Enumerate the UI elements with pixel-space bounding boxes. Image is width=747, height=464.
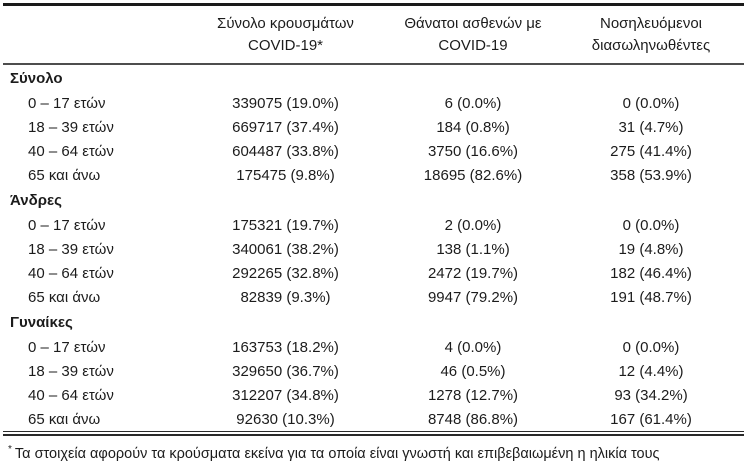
cases-value: 312207 (34.8%) — [232, 386, 339, 404]
table-row: 65 και άνω 92630 (10.3%) 8748 (86.8%) 16… — [3, 407, 744, 432]
cases-value: 175321 (19.7%) — [232, 216, 339, 234]
group-label: Γυναίκες — [10, 313, 73, 331]
age-label: 18 – 39 ετών — [28, 240, 114, 258]
age-label: 65 και άνω — [28, 410, 101, 428]
age-label: 65 και άνω — [28, 288, 101, 306]
deaths-value: 2472 (19.7%) — [427, 264, 519, 282]
header-deaths-line2: COVID-19 — [438, 37, 508, 54]
table-row: 40 – 64 ετών 292265 (32.8%) 2472 (19.7%)… — [3, 261, 744, 285]
cases-value: 175475 (9.8%) — [236, 166, 335, 184]
age-label: 65 και άνω — [28, 166, 101, 184]
header-deaths-line1: Θάνατοι ασθενών με — [404, 15, 542, 32]
cases-value: 329650 (36.7%) — [232, 362, 339, 380]
deaths-value: 3750 (16.6%) — [427, 142, 519, 160]
report-table-sheet: Σύνολο κρουσμάτων COVID-19* Θάνατοι ασθε… — [3, 0, 744, 464]
header-deaths: Θάνατοι ασθενών με COVID-19 — [388, 4, 558, 65]
table-row: 0 – 17 ετών 163753 (18.2%) 4 (0.0%) 0 (0… — [3, 335, 744, 359]
cases-value: 669717 (37.4%) — [232, 118, 339, 136]
footnote-text: Τα στοιχεία αφορούν τα κρούσματα εκείνα … — [14, 445, 660, 462]
group-header-total: Σύνολο — [3, 64, 744, 91]
deaths-value: 18695 (82.6%) — [423, 166, 523, 184]
table-footnote: * Τα στοιχεία αφορούν τα κρούσματα εκείνα… — [3, 434, 744, 464]
age-label: 40 – 64 ετών — [28, 142, 114, 160]
cases-value: 92630 (10.3%) — [236, 410, 335, 428]
deaths-value: 4 (0.0%) — [444, 338, 502, 356]
deaths-value: 6 (0.0%) — [444, 94, 502, 112]
header-intubated: Νοσηλευόμενοι διασωληνωθέντες — [558, 4, 744, 65]
group-label: Σύνολο — [10, 69, 63, 87]
table-body: Σύνολο 0 – 17 ετών 339075 (19.0%) 6 (0.0… — [3, 64, 744, 432]
intubated-value: 167 (61.4%) — [610, 410, 692, 428]
table-row: 40 – 64 ετών 604487 (33.8%) 3750 (16.6%)… — [3, 139, 744, 163]
header-total-cases: Σύνολο κρουσμάτων COVID-19* — [183, 4, 388, 65]
cases-value: 339075 (19.0%) — [232, 94, 339, 112]
deaths-value: 138 (1.1%) — [436, 240, 510, 258]
header-intubated-line1: Νοσηλευόμενοι — [599, 15, 702, 32]
header-total-cases-line1: Σύνολο κρουσμάτων — [217, 15, 354, 32]
footnote-marker: * — [8, 444, 12, 455]
age-label: 18 – 39 ετών — [28, 118, 114, 136]
group-header-men: Άνδρες — [3, 187, 744, 213]
intubated-value: 358 (53.9%) — [610, 166, 692, 184]
header-total-cases-line2: COVID-19* — [247, 37, 324, 54]
intubated-value: 19 (4.8%) — [618, 240, 684, 258]
intubated-value: 93 (34.2%) — [614, 386, 688, 404]
table-row: 0 – 17 ετών 175321 (19.7%) 2 (0.0%) 0 (0… — [3, 213, 744, 237]
deaths-value: 2 (0.0%) — [444, 216, 502, 234]
age-label: 18 – 39 ετών — [28, 362, 114, 380]
table-row: 18 – 39 ετών 669717 (37.4%) 184 (0.8%) 3… — [3, 115, 744, 139]
table-row: 18 – 39 ετών 340061 (38.2%) 138 (1.1%) 1… — [3, 237, 744, 261]
header-intubated-line2: διασωληνωθέντες — [591, 37, 711, 54]
header-stub — [3, 4, 183, 65]
age-label: 40 – 64 ετών — [28, 386, 114, 404]
intubated-value: 275 (41.4%) — [610, 142, 692, 160]
table-header: Σύνολο κρουσμάτων COVID-19* Θάνατοι ασθε… — [3, 4, 744, 65]
deaths-value: 8748 (86.8%) — [427, 410, 519, 428]
header-row: Σύνολο κρουσμάτων COVID-19* Θάνατοι ασθε… — [3, 4, 744, 65]
cases-value: 604487 (33.8%) — [232, 142, 339, 160]
age-label: 40 – 64 ετών — [28, 264, 114, 282]
intubated-value: 182 (46.4%) — [610, 264, 692, 282]
cases-value: 163753 (18.2%) — [232, 338, 339, 356]
table-row: 65 και άνω 82839 (9.3%) 9947 (79.2%) 191… — [3, 285, 744, 309]
cases-value: 292265 (32.8%) — [232, 264, 339, 282]
cases-value: 82839 (9.3%) — [240, 288, 331, 306]
table-row: 40 – 64 ετών 312207 (34.8%) 1278 (12.7%)… — [3, 383, 744, 407]
deaths-value: 184 (0.8%) — [436, 118, 510, 136]
deaths-value: 9947 (79.2%) — [427, 288, 519, 306]
intubated-value: 0 (0.0%) — [622, 216, 680, 234]
deaths-value: 1278 (12.7%) — [427, 386, 519, 404]
intubated-value: 31 (4.7%) — [618, 118, 684, 136]
intubated-value: 191 (48.7%) — [610, 288, 692, 306]
table-row: 65 και άνω 175475 (9.8%) 18695 (82.6%) 3… — [3, 163, 744, 187]
age-label: 0 – 17 ετών — [28, 338, 106, 356]
cases-value: 340061 (38.2%) — [232, 240, 339, 258]
group-header-women: Γυναίκες — [3, 309, 744, 335]
deaths-value: 46 (0.5%) — [440, 362, 506, 380]
age-label: 0 – 17 ετών — [28, 216, 106, 234]
age-label: 0 – 17 ετών — [28, 94, 106, 112]
intubated-value: 0 (0.0%) — [622, 94, 680, 112]
table-row: 0 – 17 ετών 339075 (19.0%) 6 (0.0%) 0 (0… — [3, 91, 744, 115]
table-row: 18 – 39 ετών 329650 (36.7%) 46 (0.5%) 12… — [3, 359, 744, 383]
group-label: Άνδρες — [10, 191, 62, 209]
intubated-value: 0 (0.0%) — [622, 338, 680, 356]
covid-cases-by-age-table: Σύνολο κρουσμάτων COVID-19* Θάνατοι ασθε… — [3, 3, 744, 432]
intubated-value: 12 (4.4%) — [618, 362, 684, 380]
